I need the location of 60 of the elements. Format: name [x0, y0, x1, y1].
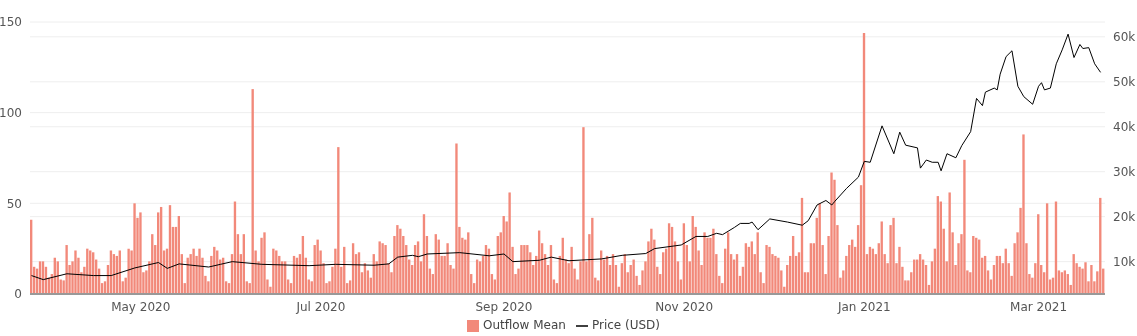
bar — [263, 232, 266, 294]
y2-tick-label: 20k — [1113, 209, 1136, 224]
bar — [316, 239, 319, 294]
bar — [381, 243, 384, 294]
x-tick-label: Nov 2020 — [655, 299, 714, 314]
bar — [455, 143, 458, 294]
bar — [399, 228, 402, 294]
line-series — [30, 33, 1102, 281]
bar — [582, 127, 585, 294]
y-tick-label: 0 — [14, 287, 22, 302]
bar — [198, 248, 201, 294]
bar — [65, 245, 68, 294]
x-tick-label: Mar 2021 — [1010, 299, 1068, 314]
bar — [192, 248, 195, 294]
bar — [712, 228, 715, 294]
bar — [378, 241, 381, 294]
x-tick-label: Sep 2020 — [475, 299, 533, 314]
bar — [898, 246, 901, 294]
y2-tick-label: 60k — [1113, 30, 1136, 45]
x-tick-label: May 2020 — [111, 299, 171, 314]
bar — [526, 245, 529, 294]
bar — [1084, 262, 1087, 294]
bar — [632, 259, 635, 294]
bar — [251, 89, 254, 294]
legend-label: Outflow Mean — [482, 318, 566, 332]
y-tick-label: 50 — [6, 196, 22, 211]
bar — [127, 248, 130, 294]
bar — [892, 217, 895, 294]
bar — [139, 212, 142, 294]
legend-label: Price (USD) — [591, 318, 661, 332]
bar — [337, 147, 340, 294]
bar — [446, 243, 449, 294]
bar — [384, 245, 387, 294]
y2-tick-label: 10k — [1113, 254, 1136, 269]
y2-tick-label: 30k — [1113, 164, 1136, 179]
bar — [768, 246, 771, 294]
y-tick-label: 150 — [0, 15, 22, 30]
bar — [133, 203, 136, 294]
y2-tick-label: 40k — [1113, 120, 1136, 135]
bar — [520, 245, 523, 294]
bar — [508, 192, 511, 294]
bar — [396, 225, 399, 294]
bar — [1022, 134, 1025, 294]
x-tick-label: Jan 2021 — [836, 299, 891, 314]
bar — [777, 257, 780, 294]
y-tick-label: 100 — [0, 105, 22, 120]
bar — [570, 246, 573, 294]
bar — [1078, 266, 1081, 294]
bar — [765, 245, 768, 294]
bar — [963, 159, 966, 294]
bar — [703, 232, 706, 294]
bar — [74, 250, 77, 294]
bar — [948, 192, 951, 294]
bar — [830, 172, 833, 294]
x-tick-label: Jul 2020 — [295, 299, 346, 314]
bar — [650, 228, 653, 294]
bar — [523, 245, 526, 294]
bar — [774, 255, 777, 294]
y2-tick-label: 50k — [1113, 75, 1136, 90]
bar — [1090, 264, 1093, 294]
